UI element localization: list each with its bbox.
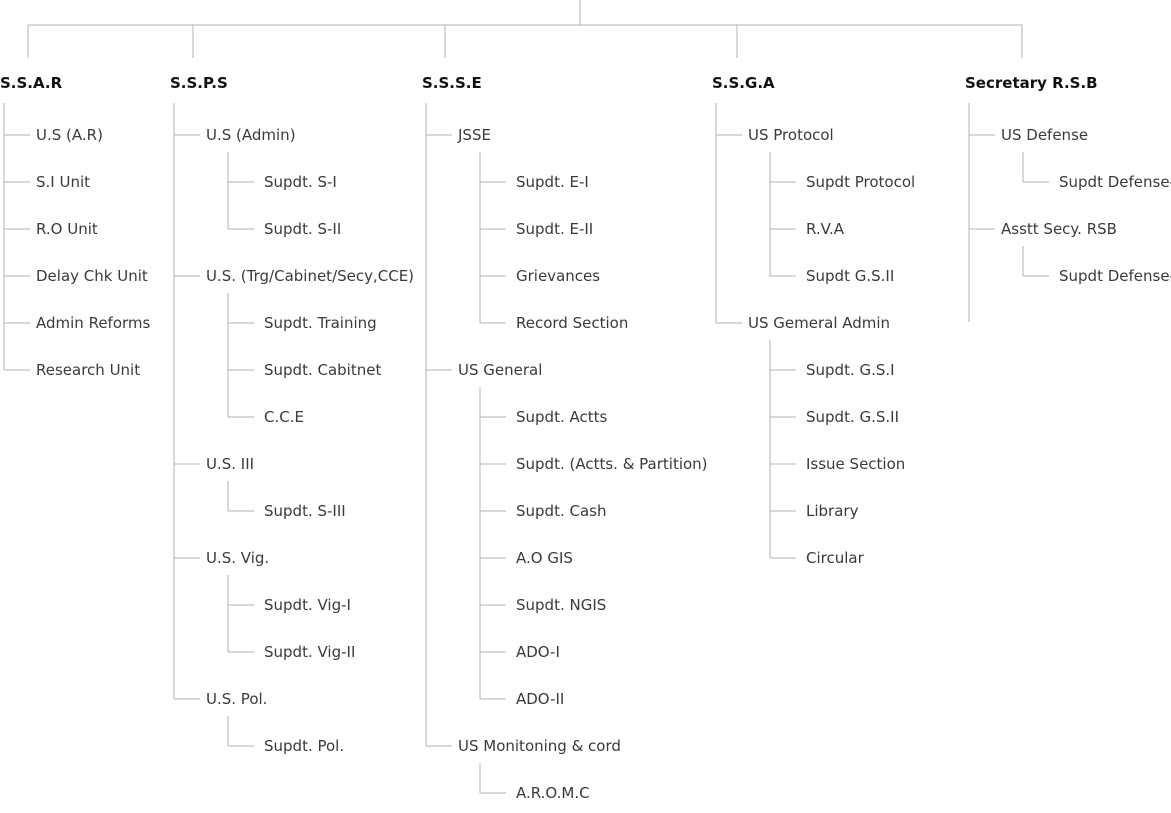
org-unit: U.S (Admin) bbox=[206, 126, 296, 144]
org-subunit: A.R.O.M.C bbox=[516, 784, 590, 802]
org-subunit: R.V.A bbox=[806, 220, 845, 238]
column-heading: S.S.A.R bbox=[0, 74, 63, 92]
org-unit: Delay Chk Unit bbox=[36, 267, 148, 285]
org-unit: R.O Unit bbox=[36, 220, 98, 238]
org-unit: US Monitoning & cord bbox=[458, 737, 621, 755]
column-heading: S.S.S.E bbox=[422, 74, 482, 92]
column-heading: S.S.P.S bbox=[170, 74, 228, 92]
org-subunit: ADO-I bbox=[516, 643, 560, 661]
org-unit: US Protocol bbox=[748, 126, 834, 144]
org-subunit: Supdt. E-II bbox=[516, 220, 594, 238]
org-unit: U.S. Pol. bbox=[206, 690, 268, 708]
org-unit: U.S. (Trg/Cabinet/Secy,CCE) bbox=[206, 267, 415, 285]
org-subunit: A.O GIS bbox=[516, 549, 573, 567]
org-subunit: Grievances bbox=[516, 267, 601, 285]
org-subunit: Circular bbox=[806, 549, 864, 567]
org-unit: US Gemeral Admin bbox=[748, 314, 891, 332]
org-unit: Research Unit bbox=[36, 361, 141, 379]
org-unit: US Defense bbox=[1001, 126, 1089, 144]
org-subunit: Supdt. G.S.I bbox=[806, 361, 895, 379]
org-subunit: Supdt. Vig-I bbox=[264, 596, 351, 614]
column-heading: S.S.G.A bbox=[712, 74, 775, 92]
org-subunit: C.C.E bbox=[264, 408, 304, 426]
org-subunit: Supdt. E-I bbox=[516, 173, 589, 191]
org-subunit: Supdt. NGIS bbox=[516, 596, 607, 614]
column-heading: Secretary R.S.B bbox=[965, 74, 1098, 92]
org-subunit: Supdt. Vig-II bbox=[264, 643, 356, 661]
org-unit: U.S. Vig. bbox=[206, 549, 270, 567]
org-subunit: ADO-II bbox=[516, 690, 565, 708]
org-subunit: Supdt. S-III bbox=[264, 502, 346, 520]
org-unit: Asstt Secy. RSB bbox=[1001, 220, 1117, 238]
org-subunit: Supdt. S-II bbox=[264, 220, 342, 238]
org-subunit: Supdt. Cabitnet bbox=[264, 361, 382, 379]
org-subunit: Supdt. S-I bbox=[264, 173, 337, 191]
org-unit: JSSE bbox=[458, 126, 491, 144]
org-subunit: Supdt G.S.II bbox=[806, 267, 895, 285]
org-subunit: Supdt. G.S.II bbox=[806, 408, 900, 426]
org-subunit: Supdt Defense-I bbox=[1059, 173, 1171, 191]
org-unit: US General bbox=[458, 361, 543, 379]
org-subunit: Library bbox=[806, 502, 859, 520]
org-unit: U.S. III bbox=[206, 455, 255, 473]
org-subunit: Supdt. Actts bbox=[516, 408, 608, 426]
org-subunit: Supdt. (Actts. & Partition) bbox=[516, 455, 708, 473]
org-unit: U.S (A.R) bbox=[36, 126, 103, 144]
org-subunit: Supdt. Pol. bbox=[264, 737, 345, 755]
org-subunit: Supdt. Training bbox=[264, 314, 377, 332]
org-subunit: Record Section bbox=[516, 314, 629, 332]
org-subunit: Supdt Protocol bbox=[806, 173, 916, 191]
org-unit: Admin Reforms bbox=[36, 314, 151, 332]
org-subunit: Supdt Defense-II bbox=[1059, 267, 1171, 285]
org-unit: S.I Unit bbox=[36, 173, 91, 191]
org-subunit: Supdt. Cash bbox=[516, 502, 607, 520]
org-subunit: Issue Section bbox=[806, 455, 906, 473]
